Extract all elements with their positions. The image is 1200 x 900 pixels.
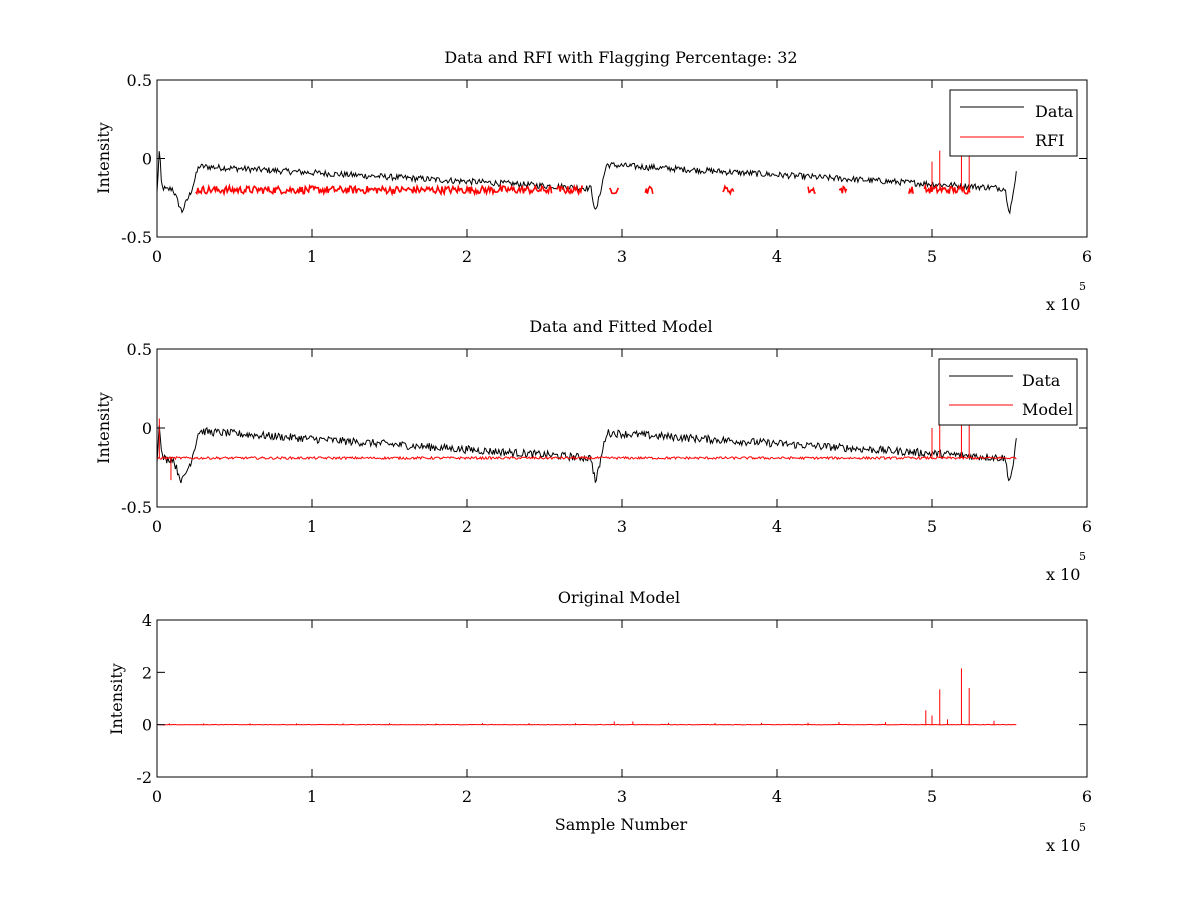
panel-3-series-model — [156, 668, 1017, 726]
panel-3-series-layer — [156, 668, 1017, 726]
panel-1-series-1-segment-4 — [722, 184, 735, 196]
panel-1-xtick-label-0: 0 — [152, 247, 162, 266]
panel-1-title: Data and RFI with Flagging Percentage: 3… — [444, 48, 797, 67]
panel-1-xtick-label-1: 1 — [307, 247, 317, 266]
panel-3-xtick-label-1: 1 — [307, 787, 317, 806]
panel-1-x-multiplier-exponent: 5 — [1079, 280, 1086, 293]
panel-1-legend-label-rfi: RFI — [1035, 131, 1064, 150]
panel-1-series-data — [156, 151, 1017, 215]
panel-1-series-1-segment-2 — [608, 187, 620, 195]
panel-1: Data and RFI with Flagging Percentage: 3… — [94, 48, 1092, 314]
panel-3-x-multiplier: x 10 — [1046, 836, 1080, 855]
panel-1-series-0-trace — [156, 151, 1017, 215]
panel-2-legend-label-model: Model — [1022, 400, 1073, 419]
panel-1-series-layer — [156, 150, 1017, 215]
panel-2-x-multiplier: x 10 — [1046, 565, 1080, 584]
panel-3-xtick-label-4: 4 — [772, 787, 782, 806]
panel-1-plot-area — [157, 80, 1087, 237]
panel-3-xtick-label-0: 0 — [152, 787, 162, 806]
panel-2-xtick-label-0: 0 — [152, 517, 162, 536]
panel-1-ytick-label-0: -0.5 — [121, 228, 152, 247]
panel-3-plot-area — [157, 620, 1087, 777]
panel-2-x-multiplier-exponent: 5 — [1079, 550, 1086, 563]
panel-1-xtick-label-6: 6 — [1082, 247, 1092, 266]
panel-2-ticks-layer: 0 1 2 3 4 5 6-0.500.5 — [121, 340, 1092, 536]
panel-1-ylabel: Intensity — [94, 122, 113, 194]
panel-1-series-1-segment-8 — [923, 183, 971, 195]
panel-1-legend-box — [949, 89, 1078, 157]
panel-3-xtick-label-5: 5 — [927, 787, 937, 806]
panel-3-ytick-label-1: 0 — [142, 716, 152, 735]
panel-1-series-1-segment-5 — [807, 186, 816, 194]
panel-3-ytick-label-0: -2 — [136, 768, 152, 787]
panel-3-series-0-trace — [156, 723, 1017, 726]
panel-2-xtick-label-5: 5 — [927, 517, 937, 536]
panel-1-ytick-label-1: 0 — [142, 150, 152, 169]
panel-2-legend-label-data: Data — [1022, 371, 1061, 390]
panel-2-legend: Data Model — [938, 358, 1078, 426]
panel-2-xtick-label-1: 1 — [307, 517, 317, 536]
panel-1-series-rfi — [195, 150, 971, 197]
panel-2-legend-box — [938, 358, 1078, 426]
panel-1-xtick-label-5: 5 — [927, 247, 937, 266]
panel-2: Data and Fitted Model Intensity 0 1 2 3 4 5 6 -… — [94, 317, 1092, 584]
panel-1-series-1-segment-7 — [908, 186, 914, 195]
panel-2-xtick-label-3: 3 — [617, 517, 627, 536]
panel-1-xtick-label-3: 3 — [617, 247, 627, 266]
panel-2-title: Data and Fitted Model — [529, 317, 712, 336]
panel-1-legend: Data RFI — [949, 89, 1078, 157]
panel-2-xtick-label-6: 6 — [1082, 517, 1092, 536]
panel-1-xtick-label-2: 2 — [462, 247, 472, 266]
panel-1-series-1-segment-6 — [838, 185, 848, 194]
panel-3-xlabel: Sample Number — [555, 815, 688, 834]
panel-1-legend-label-data: Data — [1035, 102, 1074, 121]
panel-3-ytick-label-3: 4 — [142, 611, 152, 630]
panel-2-series-0-trace — [156, 425, 1017, 484]
panel-2-ylabel: Intensity — [94, 392, 113, 464]
panel-2-xtick-label-4: 4 — [772, 517, 782, 536]
panel-1-x-multiplier: x 10 — [1046, 295, 1080, 314]
panel-3-xtick-label-3: 3 — [617, 787, 627, 806]
panel-3-xtick-label-2: 2 — [462, 787, 472, 806]
panel-2-series-1-trace — [156, 455, 1017, 461]
panel-1-series-1-segment-1 — [556, 183, 583, 197]
panel-1-series-1-segment-0 — [195, 183, 553, 197]
panel-1-ticks-layer: 0 1 2 3 4 5 6-0.500.5 — [121, 71, 1092, 266]
panel-3-x-multiplier-exponent: 5 — [1079, 821, 1086, 834]
panel-2-ytick-label-1: 0 — [142, 419, 152, 438]
panel-1-series-1-segment-3 — [644, 185, 654, 194]
panel-2-ytick-label-2: 0.5 — [127, 340, 152, 359]
panel-3-title: Original Model — [558, 588, 680, 607]
panel-3-xtick-label-6: 6 — [1082, 787, 1092, 806]
panel-3-ylabel: Intensity — [107, 663, 126, 735]
panel-2-ytick-label-0: -0.5 — [121, 498, 152, 517]
panel-1-ytick-label-2: 0.5 — [127, 71, 152, 90]
panel-2-series-data — [156, 425, 1017, 484]
panel-2-xtick-label-2: 2 — [462, 517, 472, 536]
panel-3-ytick-label-2: 2 — [142, 663, 152, 682]
panel-1-xtick-label-4: 4 — [772, 247, 782, 266]
